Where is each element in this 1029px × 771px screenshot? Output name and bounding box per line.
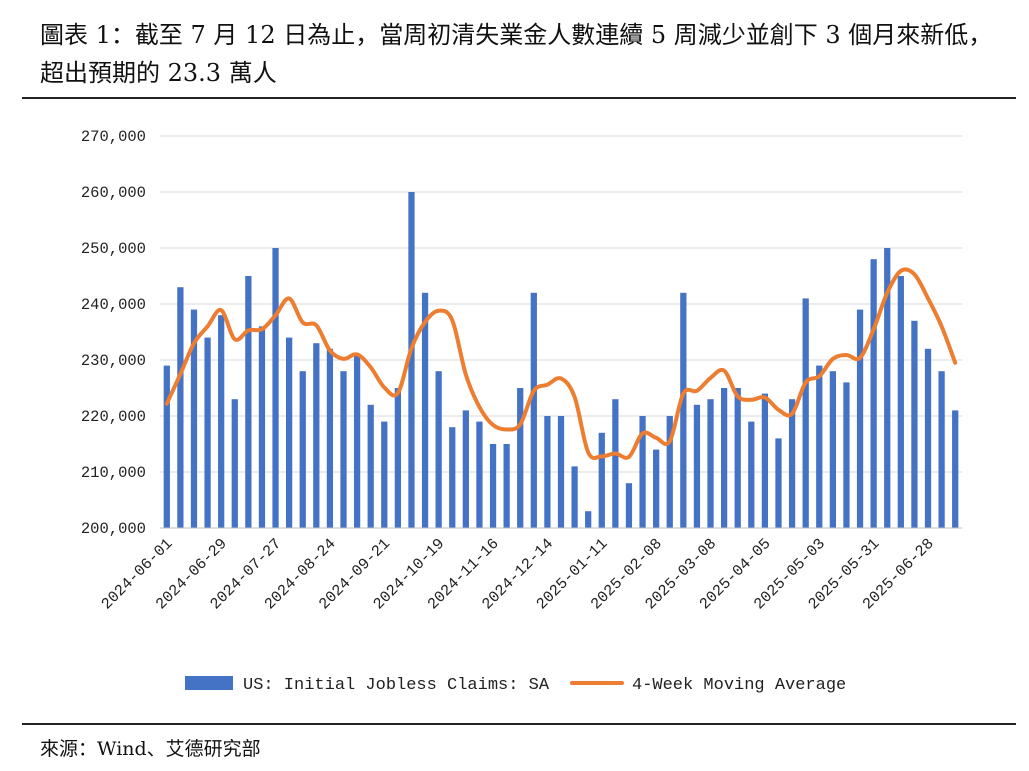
bar: [693, 404, 701, 528]
bar: [897, 276, 904, 528]
bar: [666, 416, 673, 528]
bar: [367, 404, 374, 528]
bar: [408, 192, 415, 528]
bar: [761, 393, 769, 528]
bar: [952, 410, 959, 528]
legend-bar-label: US: Initial Jobless Claims: SA: [243, 676, 550, 695]
y-tick-label: 200,000: [81, 520, 146, 538]
bar: [286, 337, 293, 528]
bar: [557, 416, 565, 528]
bar: [829, 371, 836, 528]
bar: [653, 449, 660, 528]
bar: [625, 483, 633, 528]
y-tick-label: 250,000: [81, 240, 146, 258]
gridlines: [160, 135, 962, 529]
y-tick-label: 270,000: [81, 128, 146, 146]
bar: [299, 371, 306, 528]
bar: [856, 309, 864, 528]
bar: [421, 292, 429, 528]
bar: [680, 292, 687, 528]
x-axis-ticks: 2024-06-012024-06-292024-07-272024-08-24…: [98, 535, 938, 613]
y-tick-label: 230,000: [81, 352, 146, 370]
title-rule: [22, 97, 1016, 99]
bar: [462, 410, 469, 528]
y-tick-label: 260,000: [81, 184, 146, 202]
y-tick-label: 240,000: [81, 296, 146, 314]
y-tick-label: 210,000: [81, 464, 146, 482]
bar: [639, 416, 646, 528]
source-rule: [22, 723, 1016, 725]
y-tick-label: 220,000: [81, 408, 146, 426]
bar: [748, 421, 755, 528]
bar: [788, 399, 796, 528]
bar: [924, 348, 932, 528]
bar: [476, 421, 483, 528]
bar: [218, 315, 225, 528]
bar: [571, 466, 578, 528]
bar: [517, 388, 524, 528]
bar: [612, 399, 619, 528]
bar: [734, 388, 741, 528]
bar: [707, 399, 714, 528]
source-note: 來源：Wind、艾德研究部: [40, 738, 261, 760]
bar: [435, 371, 442, 528]
bar: [843, 382, 850, 528]
y-axis-ticks: 200,000 210,000 220,000 230,000 240,000 250,0…: [81, 128, 146, 538]
bar: [884, 248, 891, 528]
bar: [190, 309, 198, 528]
bar: [449, 427, 456, 528]
bar: [340, 371, 347, 528]
moving-average-line: [164, 267, 958, 460]
bar: [816, 365, 823, 528]
bar: [544, 416, 551, 528]
bar: [489, 444, 497, 528]
bar: [381, 421, 388, 528]
bar: [177, 287, 184, 528]
bar: [530, 292, 537, 528]
chart-title: 圖表 1：截至 7 月 12 日為止，當周初清失業金人數連續 5 周減少並創下 …: [40, 21, 993, 87]
bar: [394, 388, 402, 528]
moving-average-series: [164, 267, 958, 460]
bar: [938, 371, 945, 528]
bar: [503, 444, 510, 528]
bar: [163, 365, 170, 528]
bar: [585, 511, 592, 528]
bar: [353, 354, 361, 528]
bar: [870, 259, 877, 528]
bar: [775, 438, 782, 528]
bar: [326, 348, 334, 528]
legend-bar-swatch: [185, 676, 233, 690]
legend: US: Initial Jobless Claims: SA 4-Week Mov…: [185, 676, 846, 695]
bar: [245, 276, 252, 528]
bar: [313, 343, 320, 528]
bar: [258, 326, 266, 528]
bar: [802, 298, 809, 528]
legend-line-label: 4-Week Moving Average: [632, 676, 846, 695]
bar-series: [163, 192, 959, 528]
bar: [204, 337, 211, 528]
bar: [231, 399, 238, 528]
bar: [911, 320, 918, 528]
bar: [720, 388, 728, 528]
bar: [598, 432, 605, 528]
bar: [272, 248, 279, 528]
